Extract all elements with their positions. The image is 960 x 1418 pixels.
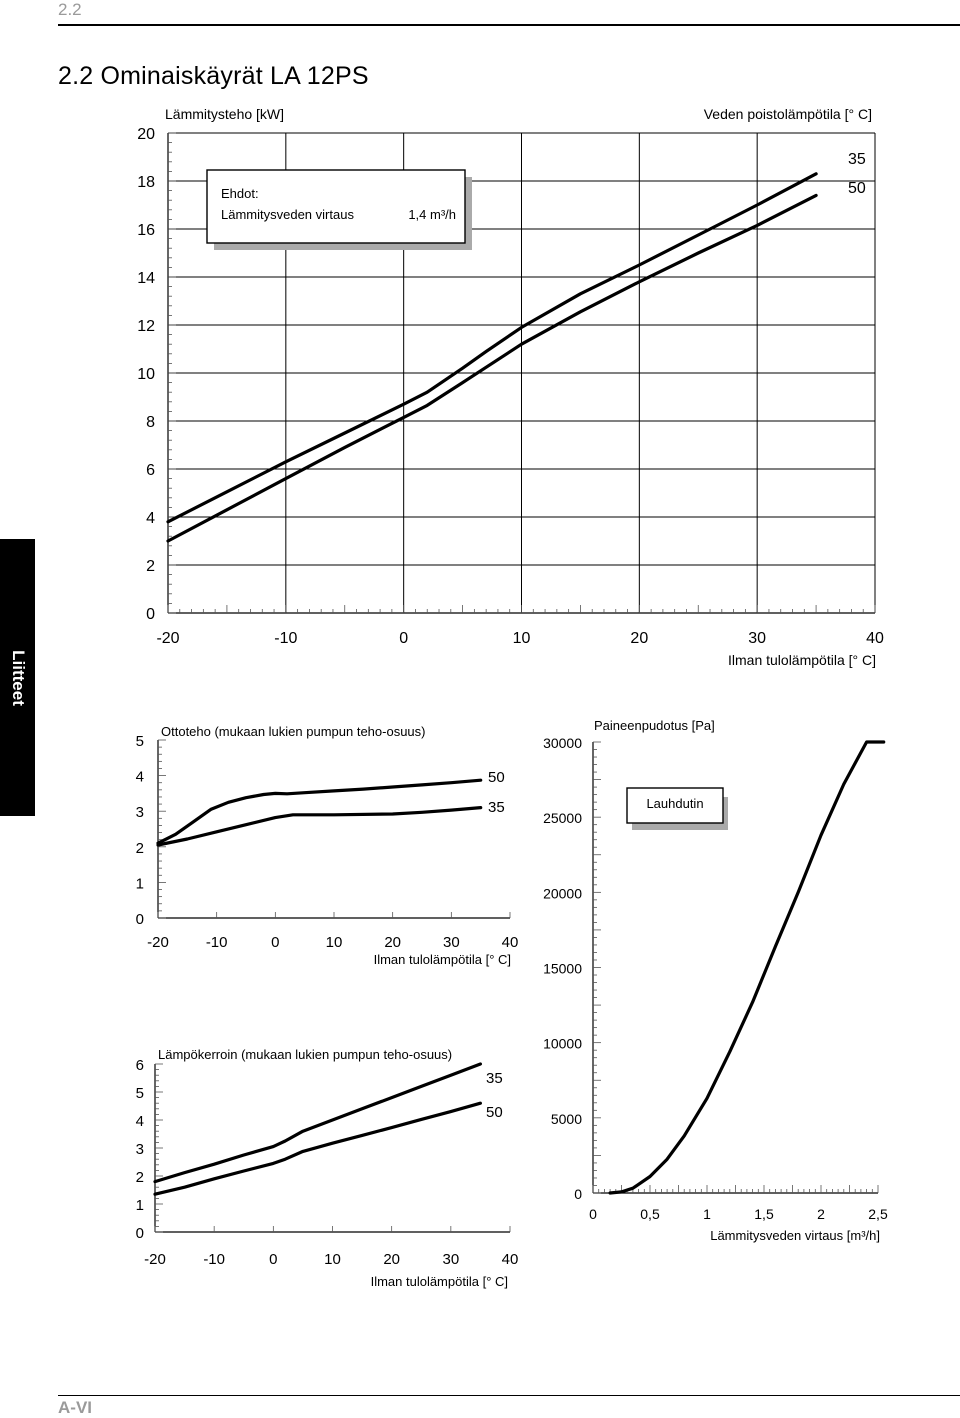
input-y-tick-label: 3 bbox=[136, 804, 144, 821]
cop-x-tick-label: 10 bbox=[324, 1251, 341, 1268]
cop-y-tick-label: 3 bbox=[136, 1141, 144, 1158]
cop-y-tick-label: 5 bbox=[136, 1085, 144, 1102]
input-x-axis-title: Ilman tulolämpötila [° C] bbox=[374, 952, 511, 967]
heating-y-tick-label: 0 bbox=[146, 606, 155, 623]
pressure-x-tick-label: 0 bbox=[589, 1206, 597, 1222]
heating-x-tick-label: 10 bbox=[513, 630, 531, 647]
pressure-series-label-lauhdutin: Lauhdutin bbox=[646, 796, 703, 811]
pressure-x-tick-label: 1 bbox=[703, 1206, 711, 1222]
heating-x-tick-label: 30 bbox=[748, 630, 766, 647]
conditions-value: 1,4 m³/h bbox=[408, 207, 456, 222]
heating-y-tick-label: 6 bbox=[146, 462, 155, 479]
heating-series-label-50: 50 bbox=[848, 180, 866, 197]
input-series-35-line bbox=[156, 805, 483, 847]
cop-x-axis-title: Ilman tulolämpötila [° C] bbox=[371, 1274, 508, 1289]
input-x-tick-label: -10 bbox=[206, 934, 228, 951]
input-y-axis-title: Ottoteho (mukaan lukien pumpun teho-osuu… bbox=[161, 724, 426, 739]
cop-y-axis-title: Lämpökerroin (mukaan lukien pumpun teho-… bbox=[158, 1047, 452, 1062]
input-series-label-50: 50 bbox=[488, 769, 505, 786]
cop-x-tick-label: -20 bbox=[144, 1251, 166, 1268]
heating-series-35-line bbox=[166, 172, 818, 524]
footer-rule bbox=[58, 1395, 960, 1396]
input-x-tick-label: -20 bbox=[147, 934, 169, 951]
pressure-x-tick-label: 0,5 bbox=[640, 1206, 660, 1222]
cop-series-35-line bbox=[153, 1062, 482, 1184]
cop-x-tick-label: 20 bbox=[383, 1251, 400, 1268]
pressure-y-axis-title: Paineenpudotus [Pa] bbox=[594, 718, 715, 733]
heating-series-50-line bbox=[166, 193, 818, 543]
input-y-tick-label: 2 bbox=[136, 840, 144, 857]
cop-series-label-35: 35 bbox=[486, 1070, 503, 1087]
input-x-tick-label: 20 bbox=[384, 934, 401, 951]
side-tab[interactable]: Liitteet bbox=[0, 539, 35, 816]
cop-y-tick-label: 1 bbox=[136, 1197, 144, 1214]
cop-x-tick-label: 30 bbox=[442, 1251, 459, 1268]
header-rule bbox=[58, 24, 960, 26]
input-y-tick-label: 0 bbox=[136, 911, 144, 928]
input-y-tick-label: 4 bbox=[136, 769, 144, 786]
cop-y-tick-label: 0 bbox=[136, 1225, 144, 1242]
heating-x-tick-label: 40 bbox=[866, 630, 884, 647]
pressure-x-axis-title: Lämmitysveden virtaus [m³/h] bbox=[710, 1228, 880, 1243]
heating-x-tick-label: -10 bbox=[274, 630, 297, 647]
input-x-tick-label: 40 bbox=[502, 934, 519, 951]
heating-y-tick-label: 20 bbox=[137, 126, 155, 143]
heating-y-axis-title: Lämmitysteho [kW] bbox=[165, 106, 284, 122]
pressure-x-tick-label: 2 bbox=[817, 1206, 825, 1222]
input-y-tick-label: 5 bbox=[136, 733, 144, 750]
pressure-y-tick-label: 25000 bbox=[543, 810, 582, 826]
heating-y-tick-label: 16 bbox=[137, 222, 155, 239]
input-series-label-35: 35 bbox=[488, 799, 505, 816]
heating-x-axis-title: Ilman tulolämpötila [° C] bbox=[728, 652, 876, 668]
cop-x-tick-label: -10 bbox=[203, 1251, 225, 1268]
cop-y-tick-label: 4 bbox=[136, 1113, 144, 1130]
input-x-tick-label: 30 bbox=[443, 934, 460, 951]
heating-x-tick-label: 20 bbox=[630, 630, 648, 647]
heating-x-tick-label: 0 bbox=[399, 630, 408, 647]
lauhdutin-box bbox=[626, 787, 724, 824]
cop-series-label-50: 50 bbox=[486, 1104, 503, 1121]
conditions-label: Lämmitysveden virtaus bbox=[221, 207, 354, 222]
pressure-y-tick-label: 30000 bbox=[543, 735, 582, 751]
header-section-number: 2.2 bbox=[58, 0, 82, 19]
cop-series-50-line bbox=[153, 1101, 482, 1196]
heating-x-tick-label: -20 bbox=[156, 630, 179, 647]
conditions-box bbox=[206, 169, 466, 244]
pressure-y-tick-label: 20000 bbox=[543, 885, 582, 901]
page-number: A-VI bbox=[58, 1398, 92, 1417]
heating-y-tick-label: 8 bbox=[146, 414, 155, 431]
cop-x-tick-label: 0 bbox=[269, 1251, 277, 1268]
pressure-y-tick-label: 0 bbox=[574, 1186, 582, 1202]
heating-y-tick-label: 10 bbox=[137, 366, 155, 383]
page-title: 2.2 Ominaiskäyrät LA 12PS bbox=[58, 62, 369, 90]
pressure-x-tick-label: 1,5 bbox=[754, 1206, 774, 1222]
input-series-50-line bbox=[156, 778, 483, 845]
input-x-tick-label: 10 bbox=[326, 934, 343, 951]
cop-y-tick-label: 6 bbox=[136, 1057, 144, 1074]
pressure-y-tick-label: 5000 bbox=[551, 1111, 582, 1127]
heating-y-tick-label: 14 bbox=[137, 270, 155, 287]
input-y-tick-label: 1 bbox=[136, 875, 144, 892]
heating-y-tick-label: 12 bbox=[137, 318, 155, 335]
heating-y-tick-label: 2 bbox=[146, 558, 155, 575]
pressure-x-tick-label: 2,5 bbox=[868, 1206, 888, 1222]
heating-y-tick-label: 4 bbox=[146, 510, 155, 527]
pressure-y-tick-label: 15000 bbox=[543, 961, 582, 977]
pressure-series-Lauhdutin-line bbox=[608, 740, 886, 1195]
heating-series-label-35: 35 bbox=[848, 151, 866, 168]
pressure-y-tick-label: 10000 bbox=[543, 1036, 582, 1052]
input-x-tick-label: 0 bbox=[271, 934, 279, 951]
cop-x-tick-label: 40 bbox=[502, 1251, 519, 1268]
conditions-heading: Ehdot: bbox=[221, 186, 259, 201]
heating-legend-title: Veden poistolämpötila [° C] bbox=[704, 106, 872, 122]
heating-y-tick-label: 18 bbox=[137, 174, 155, 191]
cop-y-tick-label: 2 bbox=[136, 1169, 144, 1186]
